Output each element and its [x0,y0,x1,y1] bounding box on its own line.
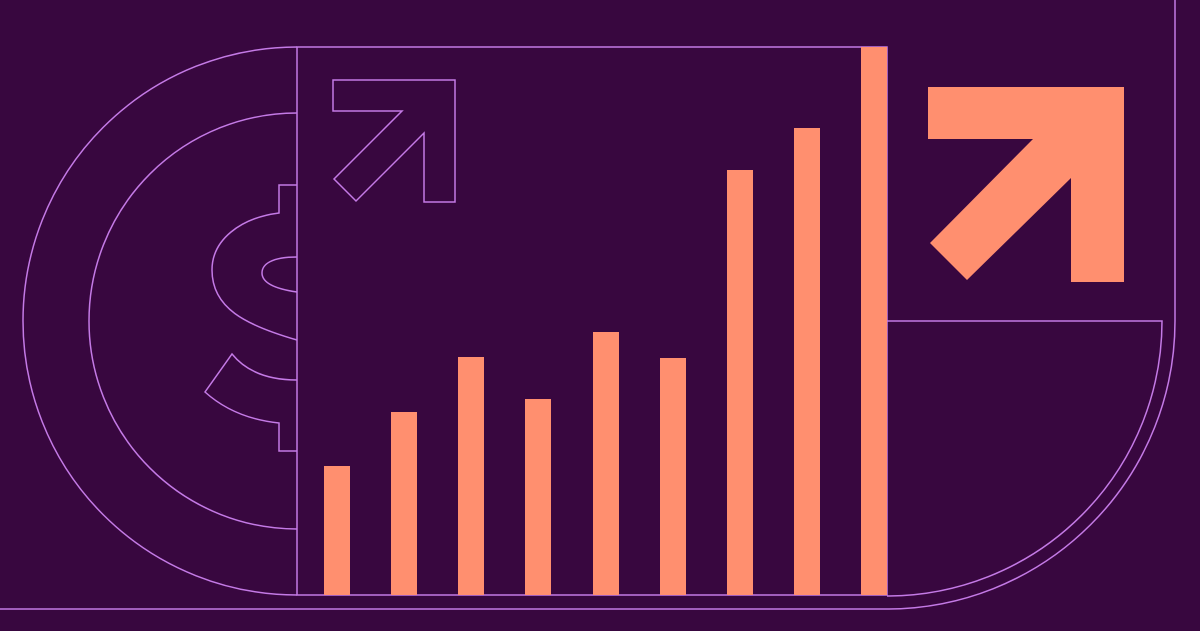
bar [660,358,686,595]
bar [861,47,887,595]
outer-semicircle [22,46,298,596]
bar [794,128,820,595]
inner-semicircle [88,112,298,530]
arrow-up-right-icon [332,79,456,203]
bar [391,412,417,595]
bar [593,332,619,595]
arrow-up-right-icon [928,87,1124,282]
dollar-sign-icon [204,184,298,452]
outer-border-line [0,0,1176,610]
bar [525,399,551,595]
quarter-circle [886,320,1163,597]
bar [458,357,484,595]
bar [727,170,753,595]
bar [324,466,350,595]
